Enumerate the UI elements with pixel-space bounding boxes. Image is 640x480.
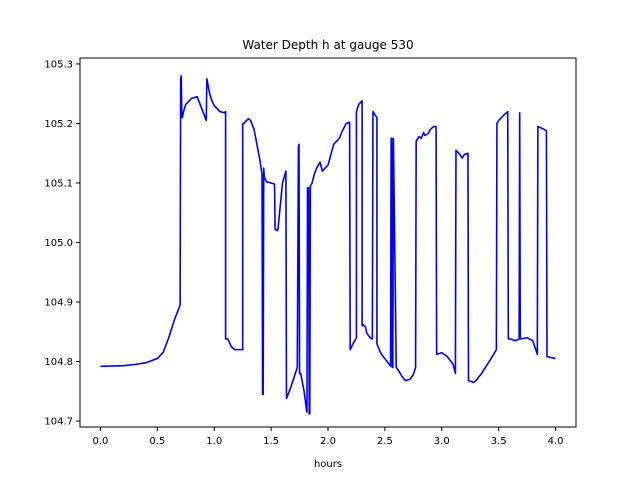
x-tick-label: 4.0	[548, 436, 564, 447]
series-layer	[100, 75, 556, 415]
x-tick-label: 3.0	[434, 436, 450, 447]
x-axis: 0.0 0.5 1.0 1.5 2.0 2.5 3.0 3.5 4.0	[93, 427, 564, 447]
x-tick-label: 2.0	[320, 436, 336, 447]
y-axis: 104.7 104.8 104.9 105.0 105.1 105.2 105.3	[44, 59, 80, 428]
x-tick-label: 1.5	[263, 436, 279, 447]
y-tick-label: 105.1	[44, 178, 73, 189]
series-line-0	[100, 75, 556, 415]
x-tick-label: 3.5	[491, 436, 507, 447]
x-tick-label: 2.5	[377, 436, 393, 447]
y-tick-label: 105.0	[44, 238, 73, 249]
y-tick-label: 105.2	[44, 119, 73, 130]
x-tick-label: 1.0	[206, 436, 222, 447]
plot-area-frame	[79, 57, 577, 428]
y-tick-label: 104.9	[44, 298, 73, 309]
x-tick-label: 0.5	[149, 436, 165, 447]
x-axis-label: hours	[314, 459, 342, 470]
chart-title: Water Depth h at gauge 530	[242, 38, 413, 52]
y-tick-label: 104.7	[44, 417, 73, 428]
y-tick-label: 104.8	[44, 357, 73, 368]
y-tick-label: 105.3	[44, 59, 73, 70]
x-tick-label: 0.0	[93, 436, 109, 447]
